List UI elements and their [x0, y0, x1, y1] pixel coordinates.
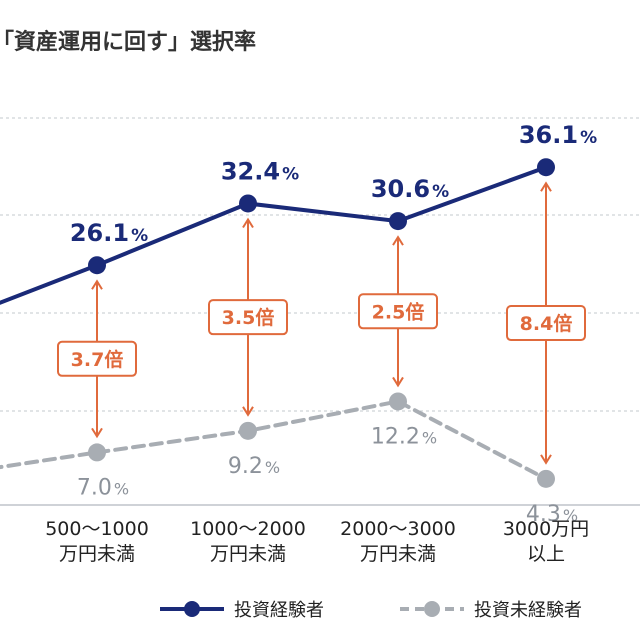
value-unit-inexperienced-1: % [265, 458, 280, 477]
legend-swatch-point-inexperienced [424, 601, 440, 617]
value-unit-experienced-2: % [432, 182, 449, 202]
legend-swatch-point-experienced [184, 601, 200, 617]
ratio-arrow-3: 8.4倍 [506, 181, 586, 465]
chart-labels: 26.1 %32.4 %30.6 %36.1 %7.0 %9.2 %12.2 %4.3 %500… [45, 121, 597, 565]
ratio-label-3: 8.4倍 [520, 312, 573, 335]
point-experienced-2 [389, 212, 407, 231]
chart-title: 「資産運用に回す」選択率 [0, 29, 256, 55]
value-unit-experienced-3: % [580, 128, 597, 148]
point-inexperienced-2 [389, 392, 407, 411]
value-unit-inexperienced-0: % [114, 479, 129, 498]
value-label-experienced-1: 32.4% [221, 157, 299, 185]
value-unit-experienced-0: % [131, 226, 148, 246]
chart-marks: 3.7倍 3.5倍 2.5倍 8.4倍 [0, 158, 586, 488]
ratio-box-0 [57, 340, 137, 377]
category-label-2-0: 2000〜3000 [340, 518, 456, 540]
value-number-inexperienced-2: 12.2 [371, 424, 420, 449]
ratio-label-2: 2.5倍 [372, 300, 425, 323]
category-label-0-0: 500〜1000 [45, 518, 149, 540]
category-label-2-1: 万円未満 [360, 543, 436, 565]
ratio-box-3 [506, 305, 586, 342]
value-label-inexperienced-1: 9.2% [228, 454, 280, 479]
value-number-inexperienced-3: 4.3 [526, 502, 561, 527]
ratio-arrow-1: 3.5倍 [208, 217, 288, 417]
legend-label-experienced: 投資経験者 [234, 600, 324, 621]
value-label-inexperienced-3: 4.3% [526, 502, 578, 527]
value-unit-experienced-1: % [282, 164, 299, 184]
point-inexperienced-1 [239, 421, 257, 440]
ratio-arrow-0: 3.7倍 [57, 279, 137, 439]
value-unit-inexperienced-3: % [563, 506, 578, 525]
value-number-inexperienced-1: 9.2 [228, 454, 263, 479]
category-label-3-0: 3000万円 [503, 518, 589, 540]
category-label-3-1: 以上 [527, 543, 565, 565]
value-number-experienced-3: 36.1 [519, 121, 578, 149]
point-experienced-3 [537, 158, 555, 177]
point-inexperienced-0 [88, 443, 106, 462]
value-label-experienced-0: 26.1% [70, 219, 148, 247]
category-label-1-1: 万円未満 [210, 543, 286, 565]
category-label-1-0: 1000〜2000 [190, 518, 306, 540]
ratio-box-2 [358, 293, 438, 330]
ratio-arrow-2: 2.5倍 [358, 235, 438, 388]
value-number-inexperienced-0: 7.0 [77, 475, 112, 500]
point-inexperienced-3 [537, 469, 555, 488]
point-experienced-0 [88, 256, 106, 275]
value-label-experienced-2: 30.6% [371, 175, 449, 203]
ratio-label-0: 3.7倍 [71, 348, 124, 371]
value-label-inexperienced-2: 12.2% [371, 424, 437, 449]
category-label-0-1: 万円未満 [59, 543, 135, 565]
value-number-experienced-1: 32.4 [221, 157, 280, 185]
value-label-inexperienced-0: 7.0% [77, 475, 129, 500]
legend: 投資経験者 投資未経験者 [160, 600, 582, 621]
value-label-experienced-3: 36.1% [519, 121, 597, 149]
value-number-experienced-2: 30.6 [371, 175, 430, 203]
legend-label-inexperienced: 投資未経験者 [474, 600, 582, 621]
ratio-label-1: 3.5倍 [222, 306, 275, 329]
ratio-box-1 [208, 299, 288, 336]
value-unit-inexperienced-2: % [422, 428, 437, 447]
point-experienced-1 [239, 194, 257, 213]
grid-lines [0, 117, 640, 506]
value-number-experienced-0: 26.1 [70, 219, 129, 247]
